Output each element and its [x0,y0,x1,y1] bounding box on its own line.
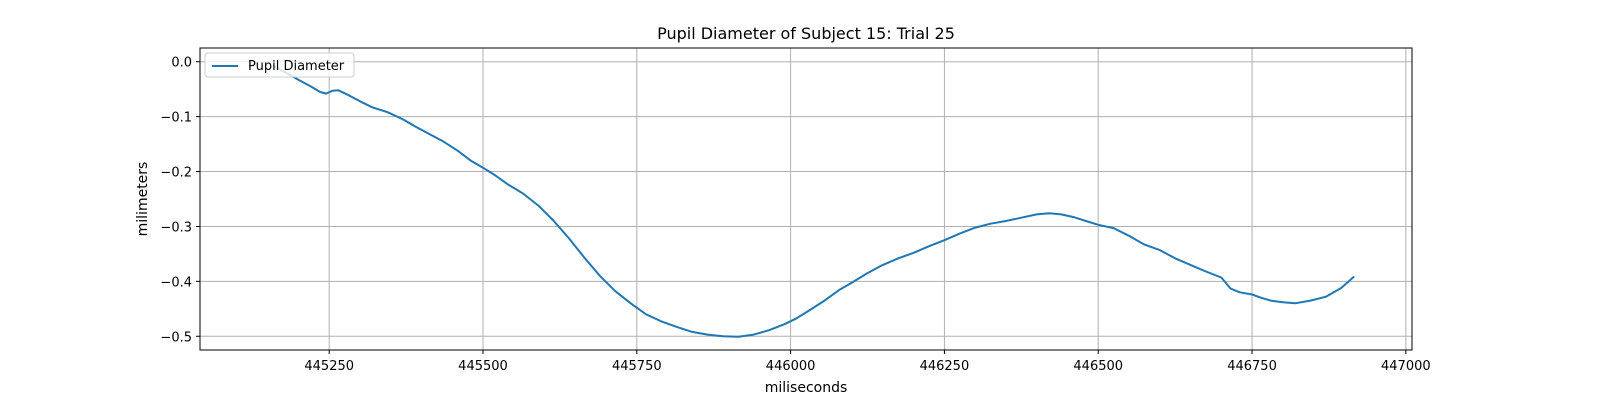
legend-box [204,52,355,78]
y-axis-title: milimeters [135,162,151,237]
x-tick-label: 446750 [1227,359,1277,374]
plot-frame [199,47,1413,351]
y-tick-label: −0.3 [160,220,192,235]
legend: Pupil Diameter [204,52,355,78]
x-axis-title: miliseconds [765,380,848,396]
y-tick-label: −0.2 [160,166,192,181]
x-tick-label: 446500 [1073,359,1123,374]
y-tick-label: −0.4 [160,275,192,290]
chart-title: Pupil Diameter of Subject 15: Trial 25 [657,24,955,43]
x-tick-label: 445250 [304,359,354,374]
pupil-diameter-series-line [272,65,1355,338]
y-tick-label: 0.0 [171,56,192,71]
y-tick-label: −0.1 [160,111,192,126]
tick-layer: 445250 445500 445750 446000 446250 446500 4467… [160,56,1430,374]
x-tick-label: 445500 [458,359,508,374]
x-tick-label: 447000 [1381,359,1431,374]
legend-label: Pupil Diameter [248,59,345,74]
x-tick-label: 446250 [920,359,970,374]
series-layer [272,65,1355,338]
x-tick-label: 446000 [766,359,816,374]
y-tick-label: −0.5 [160,330,192,345]
x-tick-label: 445750 [612,359,662,374]
grid-layer [200,48,1412,350]
